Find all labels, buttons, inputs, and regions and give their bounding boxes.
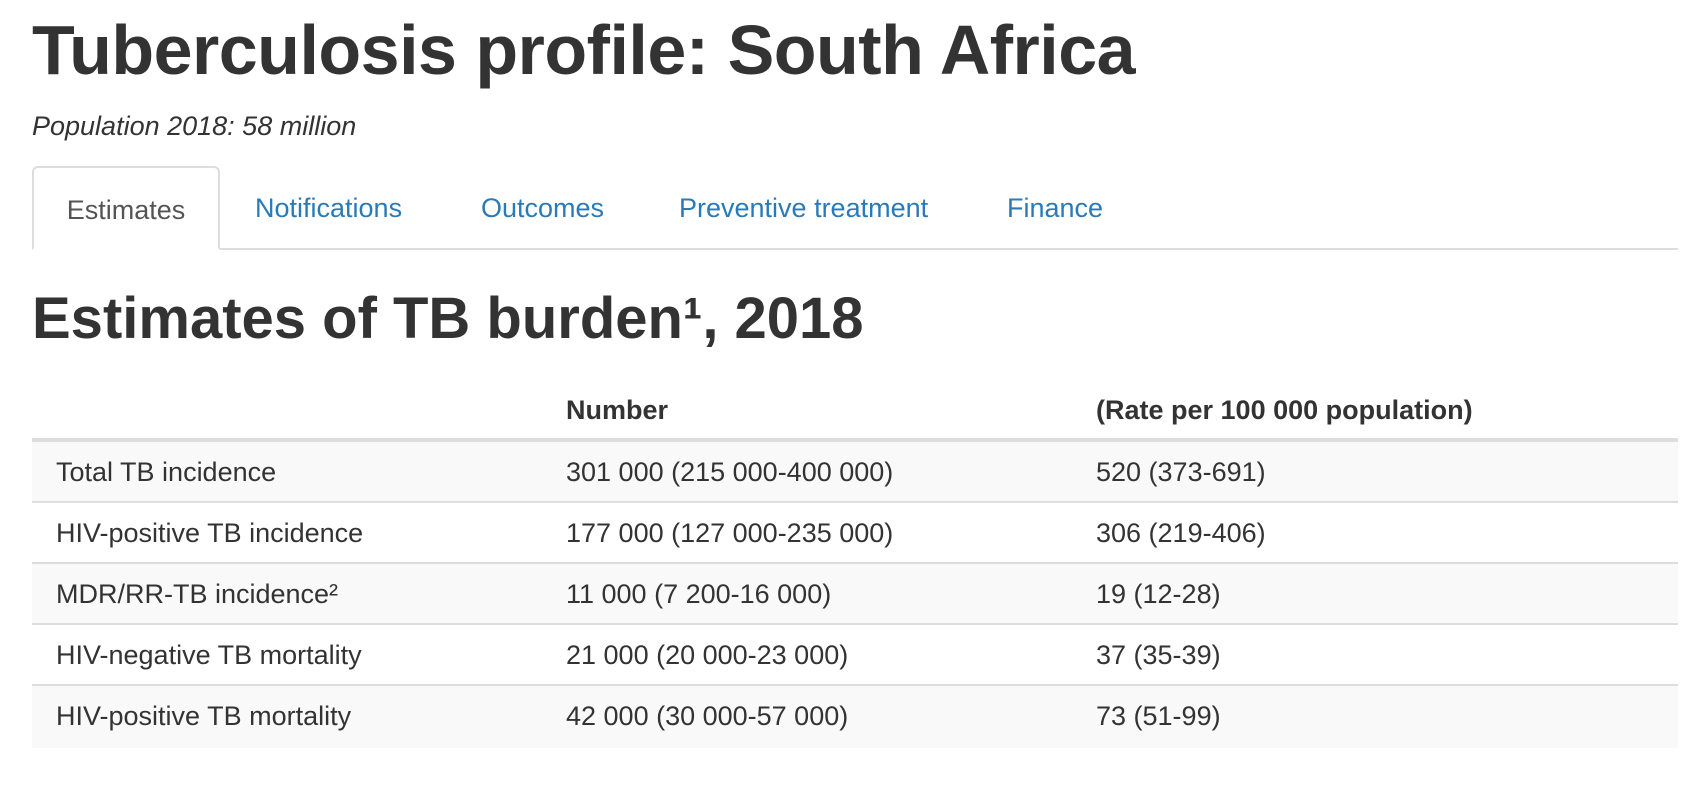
- tab-estimates[interactable]: Estimates: [32, 166, 220, 250]
- table-header: Number (Rate per 100 000 population): [32, 384, 1678, 442]
- section-title-suffix: , 2018: [702, 286, 864, 351]
- row-number: 42 000 (30 000-57 000): [566, 701, 849, 731]
- row-label: HIV-positive TB incidence: [56, 518, 364, 548]
- tab-finance[interactable]: Finance: [1007, 193, 1104, 223]
- table-row: Total TB incidence 301 000 (215 000-400 …: [32, 442, 1678, 503]
- column-header-rate: (Rate per 100 000 population): [1096, 395, 1473, 425]
- page-title: Tuberculosis profile: South Africa: [32, 11, 1136, 89]
- row-label: Total TB incidence: [56, 457, 277, 487]
- row-label: HIV-negative TB mortality: [56, 640, 362, 670]
- profile-tabs: Estimates Notifications Outcomes Prevent…: [32, 166, 1678, 250]
- row-number: 11 000 (7 200-16 000): [566, 579, 832, 609]
- tab-notifications[interactable]: Notifications: [255, 193, 403, 223]
- table-row: MDR/RR-TB incidence² 11 000 (7 200-16 00…: [32, 564, 1678, 625]
- row-label: MDR/RR-TB incidence²: [56, 579, 339, 609]
- tab-outcomes[interactable]: Outcomes: [481, 193, 605, 223]
- section-title: Estimates of TB burden¹, 2018: [32, 284, 864, 354]
- tab-preventive-treatment[interactable]: Preventive treatment: [679, 193, 929, 223]
- row-rate: 19 (12-28): [1096, 579, 1221, 609]
- population-subtitle: Population 2018: 58 million: [32, 111, 357, 141]
- row-number: 21 000 (20 000-23 000): [566, 640, 849, 670]
- row-rate: 306 (219-406): [1096, 518, 1266, 548]
- row-rate: 73 (51-99): [1096, 701, 1221, 731]
- table-row: HIV-negative TB mortality 21 000 (20 000…: [32, 625, 1678, 686]
- tb-burden-table: Number (Rate per 100 000 population) Tot…: [32, 384, 1678, 748]
- footnote-marker: ¹: [682, 286, 703, 351]
- table-row: HIV-positive TB mortality 42 000 (30 000…: [32, 686, 1678, 748]
- row-rate: 520 (373-691): [1096, 457, 1266, 487]
- row-label: HIV-positive TB mortality: [56, 701, 352, 731]
- table-row: HIV-positive TB incidence 177 000 (127 0…: [32, 503, 1678, 564]
- section-title-main: Estimates of TB burden: [32, 286, 683, 351]
- row-number: 301 000 (215 000-400 000): [566, 457, 894, 487]
- column-header-number: Number: [566, 395, 669, 425]
- row-number: 177 000 (127 000-235 000): [566, 518, 894, 548]
- row-rate: 37 (35-39): [1096, 640, 1221, 670]
